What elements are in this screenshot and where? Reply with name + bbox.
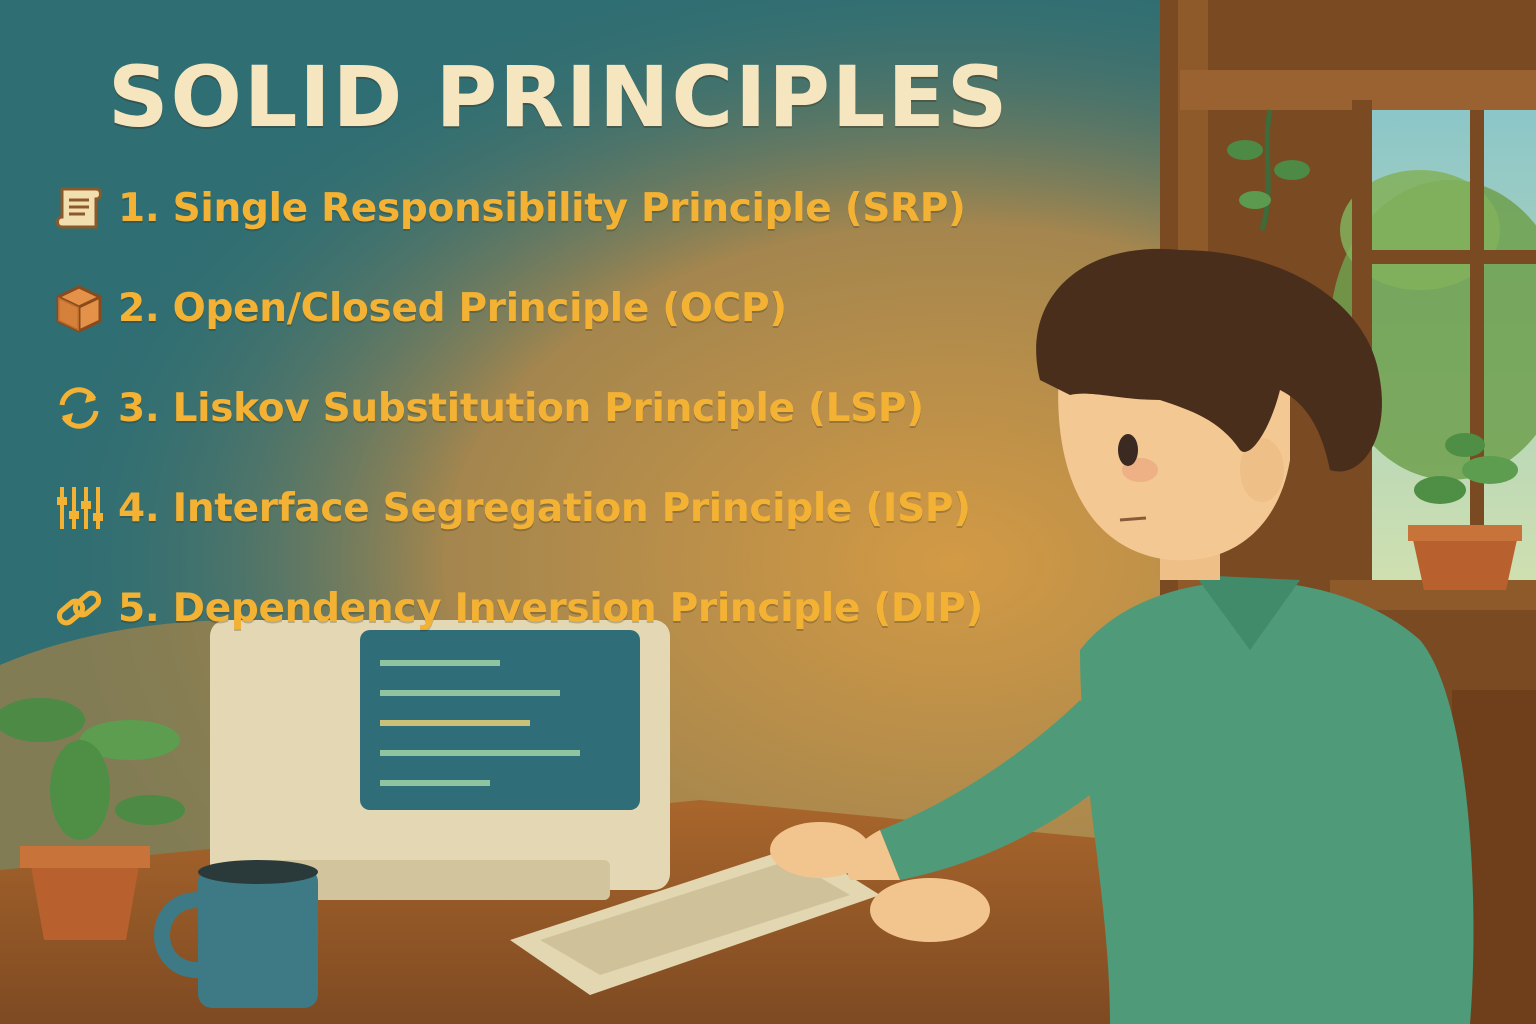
box-icon: [40, 278, 118, 338]
principle-item-lsp: 3. Liskov Substitution Principle (LSP): [40, 378, 983, 438]
sliders-icon: [40, 478, 118, 538]
principle-item-dip: 5. Dependency Inversion Principle (DIP): [40, 578, 983, 638]
scroll-icon: [40, 178, 118, 238]
principle-label: 2. Open/Closed Principle (OCP): [118, 285, 787, 331]
link-icon: [40, 578, 118, 638]
cycle-arrows-icon: [40, 378, 118, 438]
crt-monitor: [210, 620, 670, 900]
page-title: SOLID PRINCIPLES: [108, 48, 1010, 146]
principle-item-isp: 4. Interface Segregation Principle (ISP): [40, 478, 983, 538]
principle-item-srp: 1. Single Responsibility Principle (SRP): [40, 178, 983, 238]
keyboard: [510, 845, 880, 995]
windowsill-plant: [1408, 433, 1522, 590]
principle-label: 4. Interface Segregation Principle (ISP): [118, 485, 971, 531]
hanging-plant: [1227, 109, 1310, 231]
principle-item-ocp: 2. Open/Closed Principle (OCP): [40, 278, 983, 338]
principles-list: 1. Single Responsibility Principle (SRP)…: [40, 178, 983, 678]
principle-label: 1. Single Responsibility Principle (SRP): [118, 185, 966, 231]
coffee-mug: [154, 860, 318, 1008]
principle-label: 3. Liskov Substitution Principle (LSP): [118, 385, 924, 431]
boy-character: [770, 248, 1474, 1024]
desk-plant: [0, 698, 185, 940]
principle-label: 5. Dependency Inversion Principle (DIP): [118, 585, 984, 631]
